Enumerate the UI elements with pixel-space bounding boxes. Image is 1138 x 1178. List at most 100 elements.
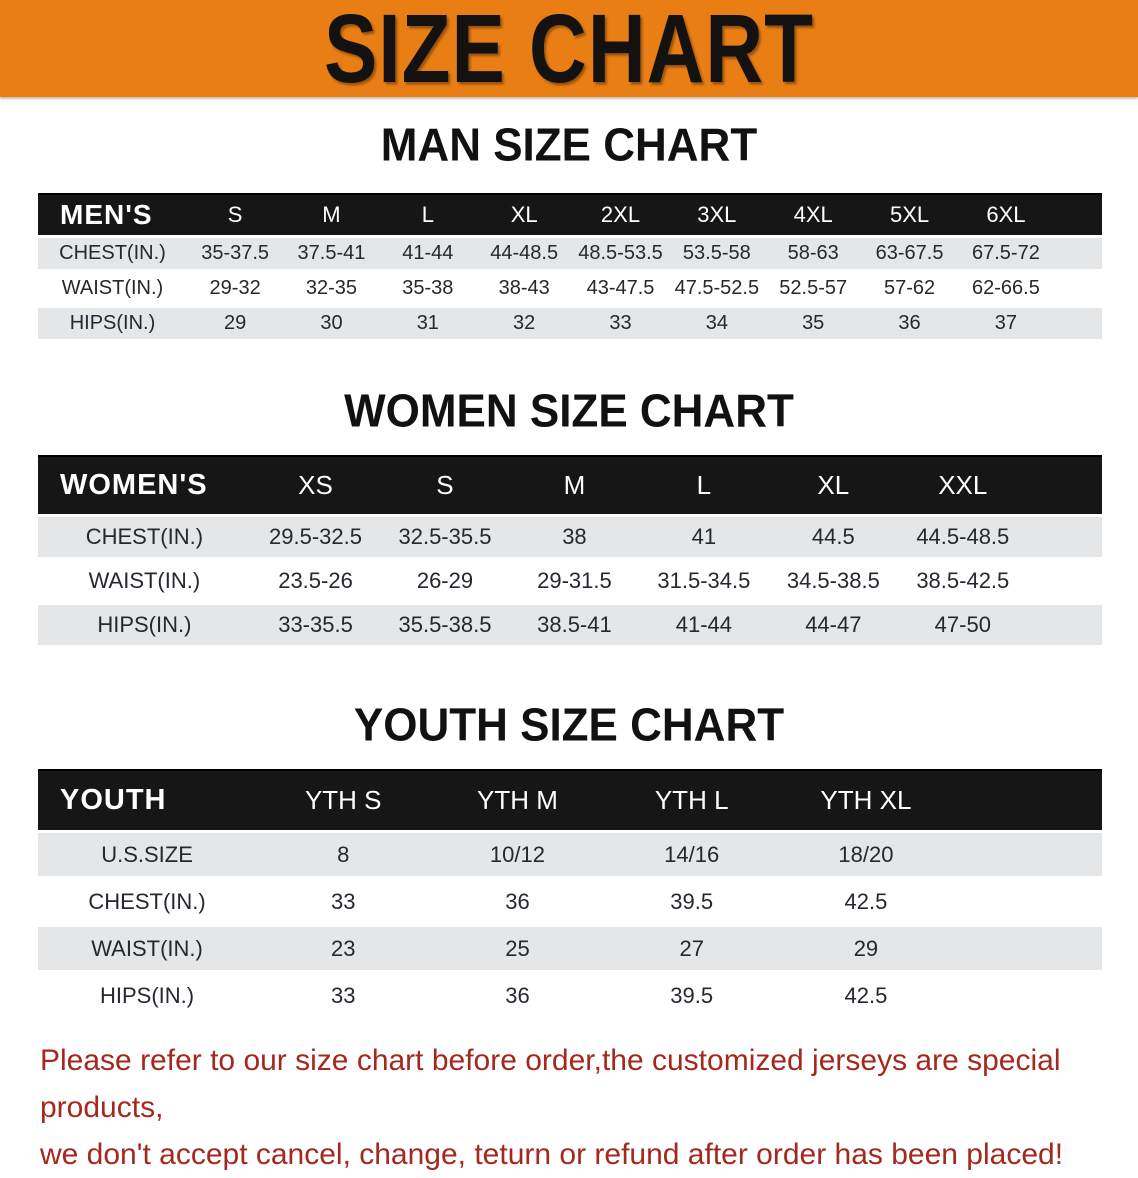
- youth-cell: 10/12: [430, 833, 605, 880]
- women-table-row: CHEST(IN.) 29.5-32.5 32.5-35.5 38 41 44.5 44.5…: [38, 517, 1102, 561]
- men-group-label: MEN'S: [38, 193, 187, 238]
- men-cell: 35-37.5: [186, 238, 284, 273]
- men-cell: 57-62: [861, 273, 958, 308]
- youth-cell: 36: [430, 880, 605, 927]
- youth-cell: 14/16: [604, 833, 779, 880]
- men-cell: 34: [668, 308, 766, 343]
- men-column-header-6: 4XL: [765, 193, 862, 238]
- youth-row-label-3: HIPS(IN.): [38, 974, 257, 1021]
- men-column-header-3: XL: [475, 193, 573, 238]
- women-column-header-2: M: [509, 455, 640, 517]
- men-cell: 47.5-52.5: [668, 273, 766, 308]
- men-cell: 33: [572, 308, 669, 343]
- men-row-label-0: CHEST(IN.): [38, 238, 187, 273]
- youth-row-label-0: U.S.SIZE: [38, 833, 257, 880]
- youth-row-label-1: CHEST(IN.): [38, 880, 257, 927]
- women-row-spacer: [1027, 517, 1102, 561]
- men-row-spacer: [1054, 308, 1102, 343]
- women-row-spacer: [1027, 605, 1102, 649]
- women-cell: 26-29: [380, 561, 510, 605]
- men-cell: 31: [379, 308, 476, 343]
- disclaimer-line-2: we don't accept cancel, change, teturn o…: [40, 1138, 1064, 1171]
- youth-group-label: YOUTH: [38, 769, 257, 833]
- women-column-header-5: XXL: [898, 455, 1028, 517]
- men-cell: 29-32: [186, 273, 284, 308]
- men-cell: 30: [283, 308, 380, 343]
- men-column-header-2: L: [379, 193, 476, 238]
- youth-table-row: U.S.SIZE 8 10/12 14/16 18/20: [38, 833, 1102, 880]
- youth-table-row: WAIST(IN.) 23 25 27 29: [38, 927, 1102, 974]
- men-cell: 32: [475, 308, 573, 343]
- youth-row-spacer: [953, 833, 1102, 880]
- youth-cell: 23: [256, 927, 431, 974]
- women-table-row: HIPS(IN.) 33-35.5 35.5-38.5 38.5-41 41-44 44-…: [38, 605, 1102, 649]
- youth-row-label-2: WAIST(IN.): [38, 927, 257, 974]
- women-column-header-1: S: [380, 455, 510, 517]
- women-row-label-1: WAIST(IN.): [38, 561, 251, 605]
- men-column-header-5: 3XL: [668, 193, 766, 238]
- women-table-row: WAIST(IN.) 23.5-26 26-29 29-31.5 31.5-34.5 34…: [38, 561, 1102, 605]
- banner-title: SIZE CHART: [324, 0, 814, 103]
- youth-column-header-3: YTH XL: [778, 769, 954, 833]
- youth-table-row: CHEST(IN.) 33 36 39.5 42.5: [38, 880, 1102, 927]
- women-cell: 32.5-35.5: [380, 517, 510, 561]
- women-cell: 33-35.5: [250, 605, 381, 649]
- youth-cell: 42.5: [778, 974, 954, 1021]
- youth-table-row: HIPS(IN.) 33 36 39.5 42.5: [38, 974, 1102, 1021]
- women-cell: 44.5-48.5: [898, 517, 1028, 561]
- youth-row-spacer: [953, 927, 1102, 974]
- men-row-spacer: [1054, 238, 1102, 273]
- men-column-header-0: S: [186, 193, 284, 238]
- women-header-spacer: [1027, 455, 1102, 517]
- women-size-table: WOMEN'S XS S M L XL XXL CHEST(IN.) 29.5-32.5 32.…: [38, 455, 1102, 649]
- men-cell: 63-67.5: [861, 238, 958, 273]
- men-cell: 35: [765, 308, 862, 343]
- women-cell: 44-47: [768, 605, 899, 649]
- disclaimer-line-1: Please refer to our size chart before or…: [40, 1044, 1061, 1124]
- men-cell: 32-35: [283, 273, 380, 308]
- women-row-spacer: [1027, 561, 1102, 605]
- women-column-header-0: XS: [250, 455, 381, 517]
- men-column-header-4: 2XL: [572, 193, 669, 238]
- men-cell: 41-44: [379, 238, 476, 273]
- women-group-label: WOMEN'S: [38, 455, 251, 517]
- men-column-header-7: 5XL: [861, 193, 958, 238]
- men-cell: 67.5-72: [957, 238, 1055, 273]
- youth-column-header-1: YTH M: [430, 769, 605, 833]
- men-row-label-2: HIPS(IN.): [38, 308, 187, 343]
- women-size-chart-heading: WOMEN SIZE CHART: [344, 385, 794, 438]
- youth-cell: 33: [256, 974, 431, 1021]
- men-cell: 29: [186, 308, 284, 343]
- men-cell: 35-38: [379, 273, 476, 308]
- women-row-label-0: CHEST(IN.): [38, 517, 251, 561]
- women-cell: 38.5-41: [509, 605, 640, 649]
- men-table-row: HIPS(IN.) 29 30 31 32 33 34 35 36 37: [38, 308, 1102, 343]
- youth-column-header-0: YTH S: [256, 769, 431, 833]
- women-cell: 29.5-32.5: [250, 517, 381, 561]
- order-disclaimer: Please refer to our size chart before or…: [40, 1037, 1108, 1178]
- men-row-label-1: WAIST(IN.): [38, 273, 187, 308]
- women-cell: 38: [509, 517, 640, 561]
- men-cell: 52.5-57: [765, 273, 862, 308]
- men-size-chart-heading: MAN SIZE CHART: [380, 119, 758, 172]
- youth-cell: 8: [256, 833, 431, 880]
- youth-cell: 25: [430, 927, 605, 974]
- youth-cell: 33: [256, 880, 431, 927]
- men-column-header-1: M: [283, 193, 380, 238]
- size-chart-banner: SIZE CHART: [0, 0, 1138, 97]
- men-cell: 38-43: [475, 273, 573, 308]
- men-column-header-8: 6XL: [957, 193, 1055, 238]
- youth-row-spacer: [953, 974, 1102, 1021]
- women-cell: 31.5-34.5: [639, 561, 769, 605]
- youth-cell: 27: [604, 927, 779, 974]
- men-cell: 58-63: [765, 238, 862, 273]
- women-column-header-4: XL: [768, 455, 899, 517]
- women-cell: 29-31.5: [509, 561, 640, 605]
- women-cell: 41-44: [639, 605, 769, 649]
- youth-cell: 39.5: [604, 974, 779, 1021]
- women-cell: 41: [639, 517, 769, 561]
- youth-cell: 42.5: [778, 880, 954, 927]
- men-cell: 36: [861, 308, 958, 343]
- men-cell: 44-48.5: [475, 238, 573, 273]
- youth-row-spacer: [953, 880, 1102, 927]
